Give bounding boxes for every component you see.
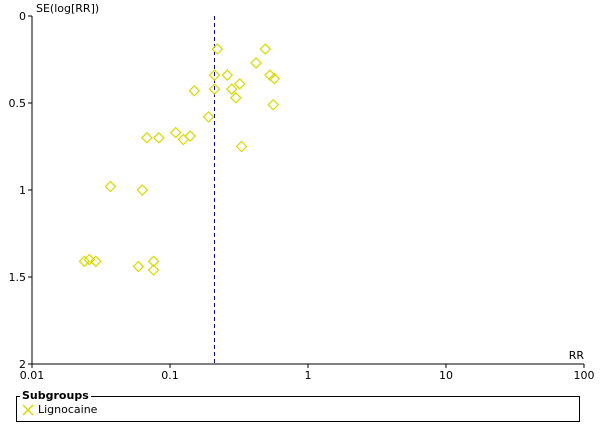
y-axis-title: SE(log[RR]) xyxy=(36,2,99,15)
data-point-diamond xyxy=(202,111,215,123)
data-point-diamond xyxy=(132,260,145,273)
y-tick-label: 1 xyxy=(19,184,26,197)
x-tick-label: 1 xyxy=(305,369,312,382)
legend-box xyxy=(16,396,580,422)
x-axis-title: RR xyxy=(569,349,585,362)
data-point-diamond xyxy=(233,78,246,90)
data-point-diamond xyxy=(268,72,281,85)
data-points xyxy=(78,43,281,276)
legend-item-label: Lignocaine xyxy=(38,403,98,416)
data-point-diamond xyxy=(211,43,224,55)
x-tick-label: 100 xyxy=(574,369,595,382)
data-point-diamond xyxy=(169,126,182,139)
legend-item-lignocaine: Lignocaine xyxy=(22,403,97,416)
data-point-diamond xyxy=(264,69,276,82)
data-point-diamond xyxy=(136,184,149,196)
data-point-diamond xyxy=(184,130,197,142)
axes: 0 0.5 1 1.5 20.01 0.1 1 10 100 SE(log[RR]) RR xyxy=(9,2,595,382)
x-tick-label: 10 xyxy=(439,369,453,382)
data-point-diamond xyxy=(250,57,262,69)
y-tick-label: 1.5 xyxy=(9,271,27,284)
data-point-diamond xyxy=(83,253,96,266)
cross-icon xyxy=(22,403,34,416)
data-point-diamond xyxy=(267,98,280,111)
data-point-diamond xyxy=(208,69,221,82)
x-tick-label: 0.1 xyxy=(161,369,179,382)
data-point-diamond xyxy=(177,133,190,146)
data-point-diamond xyxy=(235,140,248,153)
data-point-diamond xyxy=(259,43,272,55)
data-point-diamond xyxy=(188,84,201,97)
data-point-diamond xyxy=(225,83,238,95)
data-point-diamond xyxy=(229,91,242,104)
data-point-diamond xyxy=(78,255,91,268)
x-tick-label: 0.01 xyxy=(20,369,45,382)
y-tick-label: 0 xyxy=(19,10,26,23)
data-point-diamond xyxy=(89,255,102,268)
data-point-diamond xyxy=(147,264,160,276)
data-point-diamond xyxy=(104,180,117,193)
data-point-diamond xyxy=(221,69,234,82)
data-point-diamond xyxy=(147,255,160,268)
data-point-diamond xyxy=(141,131,153,144)
data-point-diamond xyxy=(152,131,165,144)
data-point-diamond xyxy=(208,83,221,95)
legend-title: Subgroups xyxy=(20,389,91,402)
y-tick-label: 2 xyxy=(19,358,26,371)
y-tick-label: 0.5 xyxy=(9,97,27,110)
funnel-plot: 0 0.5 1 1.5 20.01 0.1 1 10 100 SE(log[RR]) RR xyxy=(9,2,595,382)
